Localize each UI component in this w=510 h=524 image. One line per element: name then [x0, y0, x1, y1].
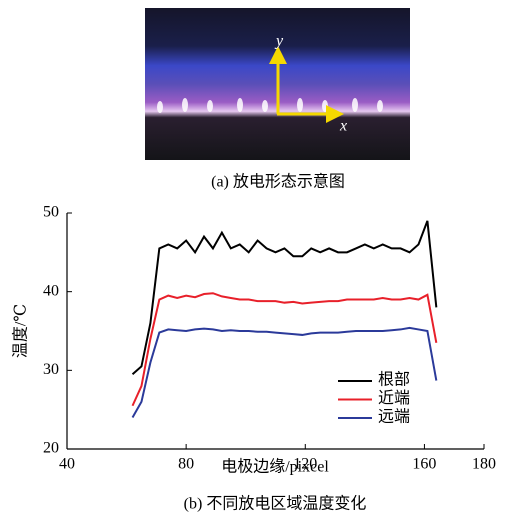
y-tick-label: 30 [43, 361, 59, 378]
caption-b: (b) 不同放电区域温度变化 [184, 495, 367, 513]
y-tick-label: 40 [43, 282, 59, 299]
legend-label: 近端 [378, 389, 410, 407]
x-tick-label: 40 [59, 456, 75, 473]
caption-a: (a) 放电形态示意图 [211, 172, 345, 191]
y-tick-label: 20 [43, 440, 59, 457]
legend-label: 远端 [378, 408, 410, 426]
series-line [131, 326, 438, 419]
x-tick-label: 180 [472, 456, 496, 473]
axis-y-label: y [274, 33, 284, 50]
series-line [131, 220, 438, 376]
series-line [131, 292, 438, 407]
x-axis-title: 电极边缘/pixcel [221, 458, 329, 476]
discharge-photo: y x [145, 8, 410, 160]
axis-x-label: x [339, 118, 347, 135]
y-tick-label: 50 [43, 204, 59, 221]
x-tick-label: 160 [412, 456, 436, 473]
x-tick-label: 120 [293, 456, 317, 473]
y-axis-title: 温度/℃ [12, 304, 30, 358]
legend-label: 根部 [378, 371, 410, 389]
x-tick-label: 80 [178, 456, 194, 473]
